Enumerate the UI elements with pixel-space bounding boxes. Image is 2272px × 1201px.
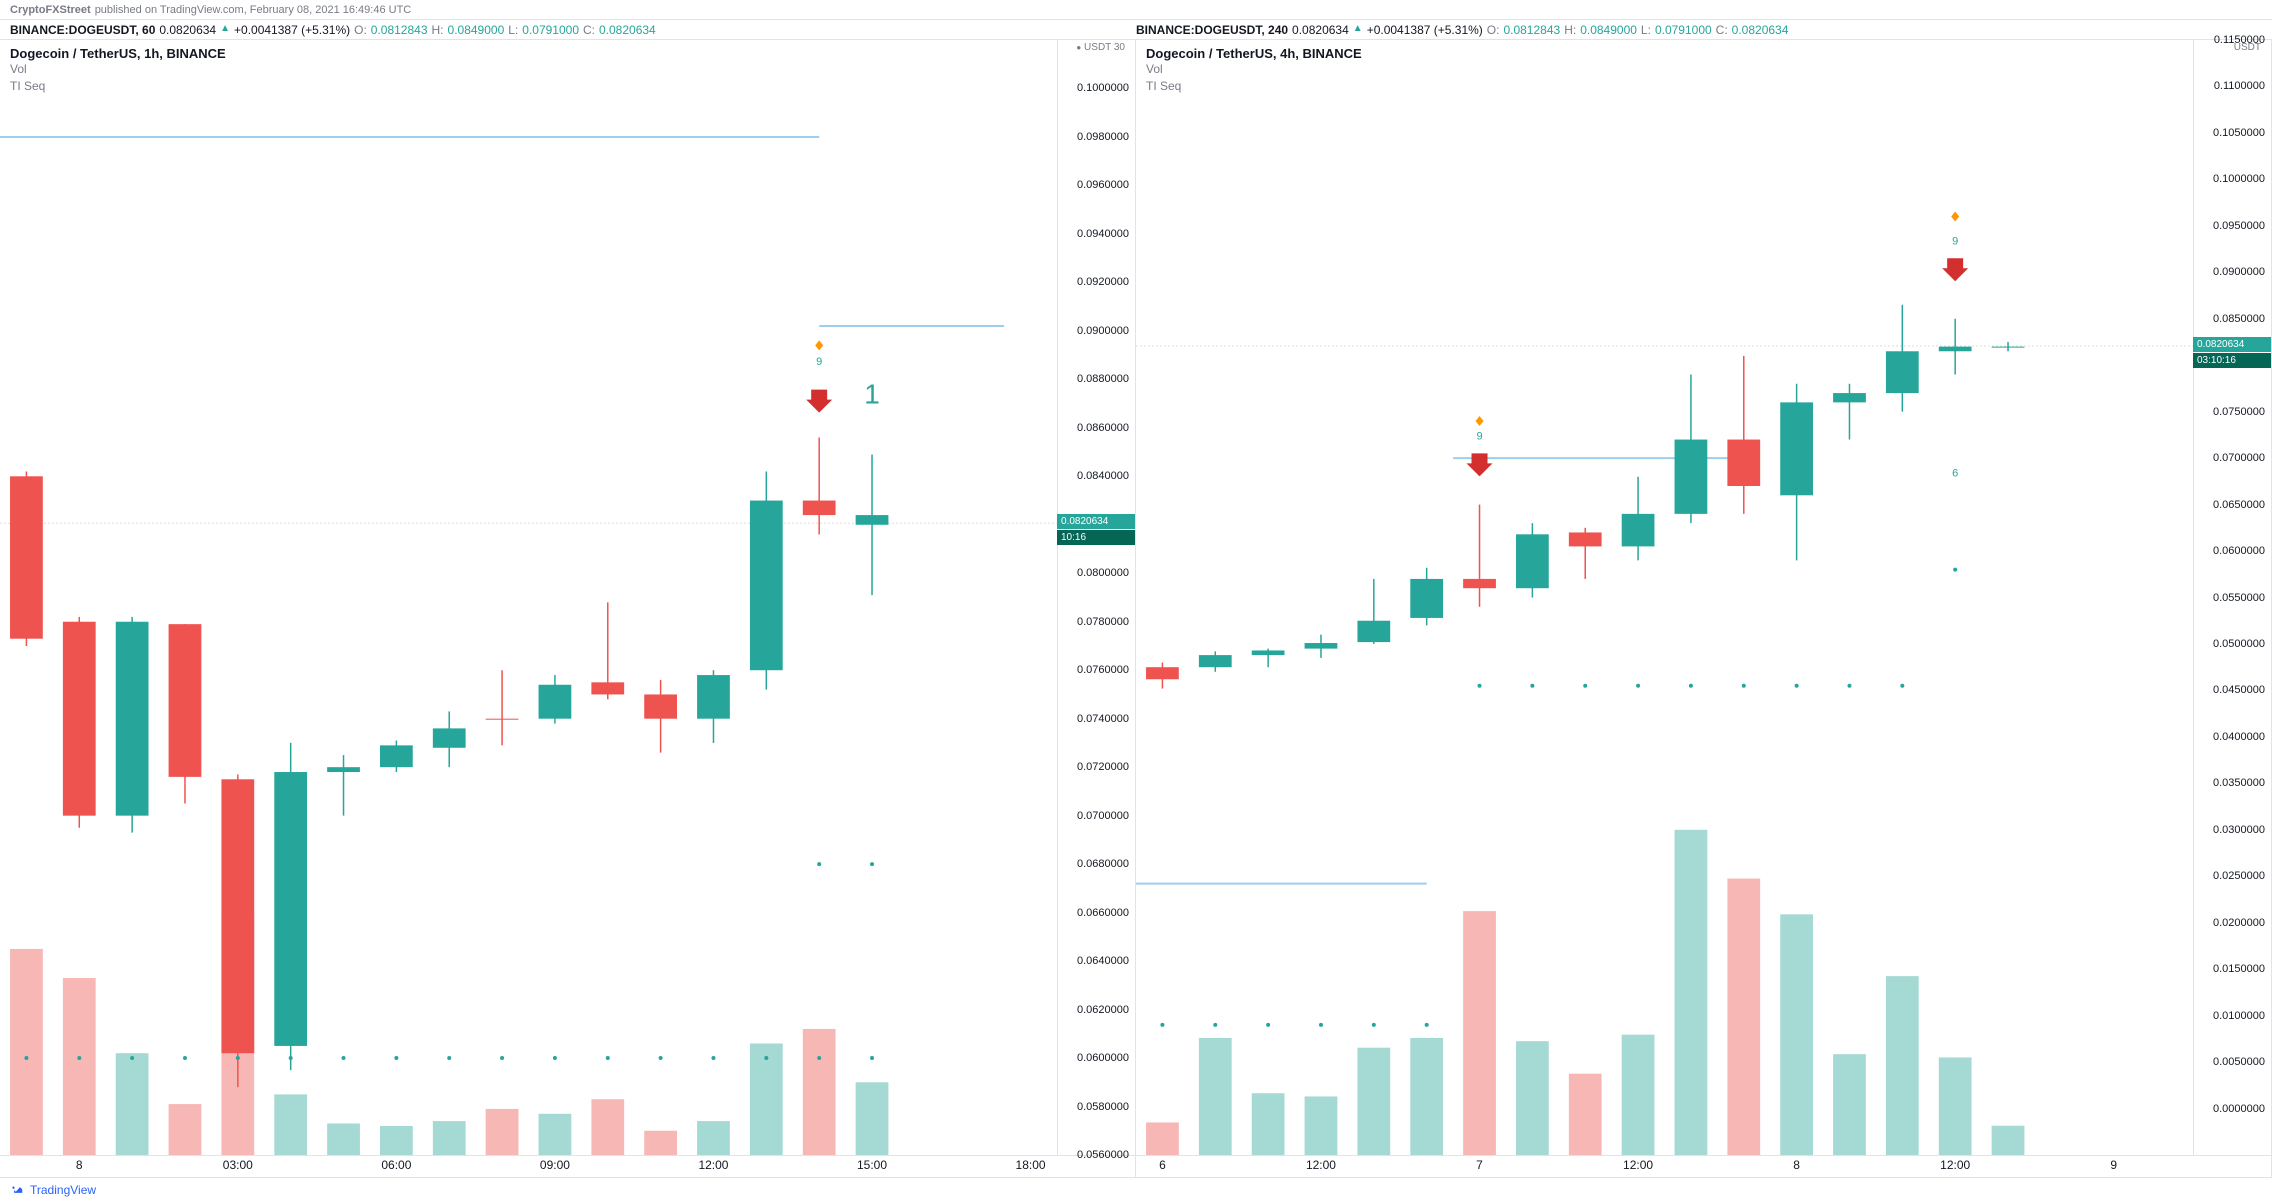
- svg-text:1: 1: [864, 379, 880, 410]
- countdown-tag: 10:16: [1057, 530, 1135, 545]
- plot-area-right[interactable]: 9 9 6 0.00000000.00500000.01000000.0150000…: [1136, 40, 2271, 1155]
- y-axis-right[interactable]: 0.00000000.00500000.01000000.01500000.02…: [2193, 40, 2271, 1155]
- ohlc-row: BINANCE:DOGEUSDT, 60 0.0820634 ▲ +0.0041…: [0, 20, 2272, 40]
- layout-root: CryptoFXStreet published on TradingView.…: [0, 0, 2272, 1201]
- ticker-r: BINANCE:DOGEUSDT, 240: [1136, 23, 1288, 37]
- l-val: 0.0791000: [522, 23, 579, 37]
- indicator-tiseq-right: TI Seq: [1146, 78, 1362, 95]
- chart-header-left: Dogecoin / TetherUS, 1h, BINANCE Vol TI …: [10, 46, 226, 95]
- footer: TradingView: [0, 1177, 2272, 1201]
- change: +0.0041387 (+5.31%): [234, 23, 350, 37]
- axis-title-right: USDT: [2234, 42, 2261, 53]
- ticker: BINANCE:DOGEUSDT, 60: [10, 23, 155, 37]
- h-label: H:: [432, 23, 444, 37]
- price-tag: 0.0820634: [2193, 337, 2271, 352]
- chart-panel-right[interactable]: Dogecoin / TetherUS, 4h, BINANCE Vol TI …: [1136, 40, 2272, 1177]
- last-price-r: 0.0820634: [1292, 23, 1349, 37]
- chart-title-left: Dogecoin / TetherUS, 1h, BINANCE: [10, 46, 226, 61]
- up-triangle-icon-r: ▲: [1353, 23, 1363, 37]
- plot-area-left[interactable]: 9 1 0.05600000.05800000.06000000.06200000…: [0, 40, 1135, 1155]
- h-val: 0.0849000: [448, 23, 505, 37]
- l-label: L:: [508, 23, 518, 37]
- svg-text:9: 9: [816, 356, 822, 368]
- o-val: 0.0812843: [371, 23, 428, 37]
- change-r: +0.0041387 (+5.31%): [1367, 23, 1483, 37]
- indicator-vol-left: Vol: [10, 61, 226, 78]
- chart-panel-left[interactable]: Dogecoin / TetherUS, 1h, BINANCE Vol TI …: [0, 40, 1136, 1177]
- publisher: CryptoFXStreet: [10, 4, 91, 16]
- ohlc-left: BINANCE:DOGEUSDT, 60 0.0820634 ▲ +0.0041…: [10, 23, 1136, 37]
- indicator-tiseq-left: TI Seq: [10, 78, 226, 95]
- svg-text:6: 6: [1952, 468, 1958, 480]
- c-val: 0.0820634: [599, 23, 656, 37]
- time-axis-left[interactable]: 803:0006:0009:0012:0015:0018:00: [0, 1155, 1135, 1177]
- svg-text:9: 9: [1476, 431, 1482, 443]
- o-label: O:: [354, 23, 367, 37]
- y-axis-left[interactable]: 0.05600000.05800000.06000000.06200000.06…: [1057, 40, 1135, 1155]
- svg-text:9: 9: [1952, 235, 1958, 247]
- charts-wrap: Dogecoin / TetherUS, 1h, BINANCE Vol TI …: [0, 40, 2272, 1177]
- tradingview-logo-icon: [10, 1183, 24, 1197]
- ohlc-right: BINANCE:DOGEUSDT, 240 0.0820634 ▲ +0.004…: [1136, 23, 2262, 37]
- price-tag: 0.0820634: [1057, 514, 1135, 529]
- footer-brand[interactable]: TradingView: [30, 1183, 96, 1197]
- publish-meta: published on TradingView.com, February 0…: [95, 4, 412, 16]
- countdown-tag: 03:10:16: [2193, 353, 2271, 368]
- indicator-vol-right: Vol: [1146, 61, 1362, 78]
- c-label: C:: [583, 23, 595, 37]
- chart-header-right: Dogecoin / TetherUS, 4h, BINANCE Vol TI …: [1146, 46, 1362, 95]
- axis-title-left: ● USDT 30: [1076, 42, 1125, 53]
- chart-title-right: Dogecoin / TetherUS, 4h, BINANCE: [1146, 46, 1362, 61]
- publish-bar: CryptoFXStreet published on TradingView.…: [0, 0, 2272, 20]
- time-axis-right[interactable]: 612:00712:00812:009: [1136, 1155, 2271, 1177]
- up-triangle-icon: ▲: [220, 23, 230, 37]
- last-price: 0.0820634: [159, 23, 216, 37]
